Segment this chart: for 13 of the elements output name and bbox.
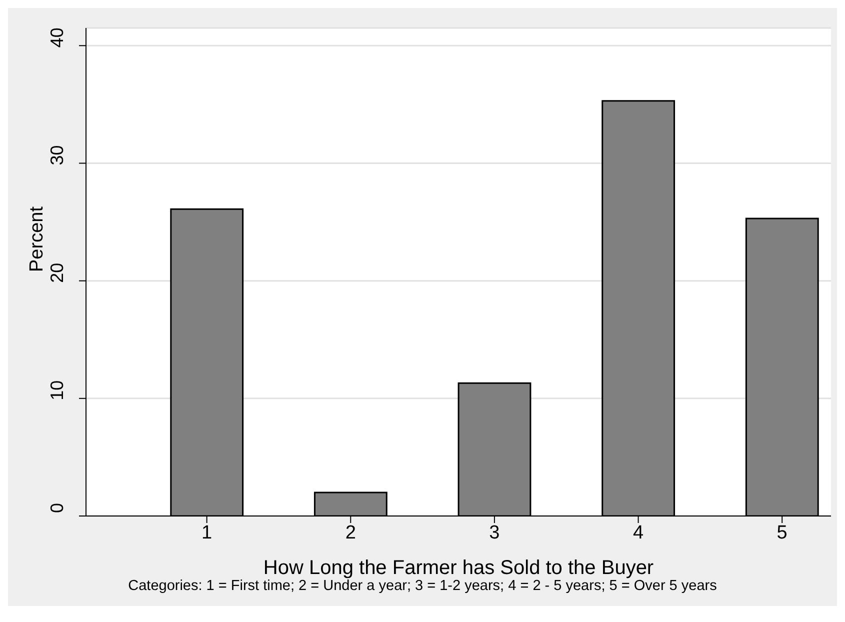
- x-tick-label: 5: [776, 522, 788, 544]
- x-tick-label: 1: [202, 522, 212, 544]
- y-tick-label: 10: [47, 380, 67, 400]
- text: Categories: 1 = First time; 2 = Under a year; 3 = 1-2 years; 4 = 2 - 5 years; 5 = Over 5 years: [127, 578, 718, 594]
- y-tick-label: 30: [47, 145, 67, 166]
- x-tick-label: 3: [489, 522, 500, 544]
- y-tick-label: 0: [47, 502, 67, 514]
- y-tick-label: 40: [47, 28, 67, 48]
- x-tick-label: 4: [632, 522, 644, 544]
- x-tick-label: 2: [345, 522, 356, 544]
- x-axis-title: How Long the Farmer has Sold to the Buyer: [263, 557, 654, 579]
- y-tick-label: 20: [47, 262, 67, 283]
- y-axis-title: Percent: [26, 206, 48, 272]
